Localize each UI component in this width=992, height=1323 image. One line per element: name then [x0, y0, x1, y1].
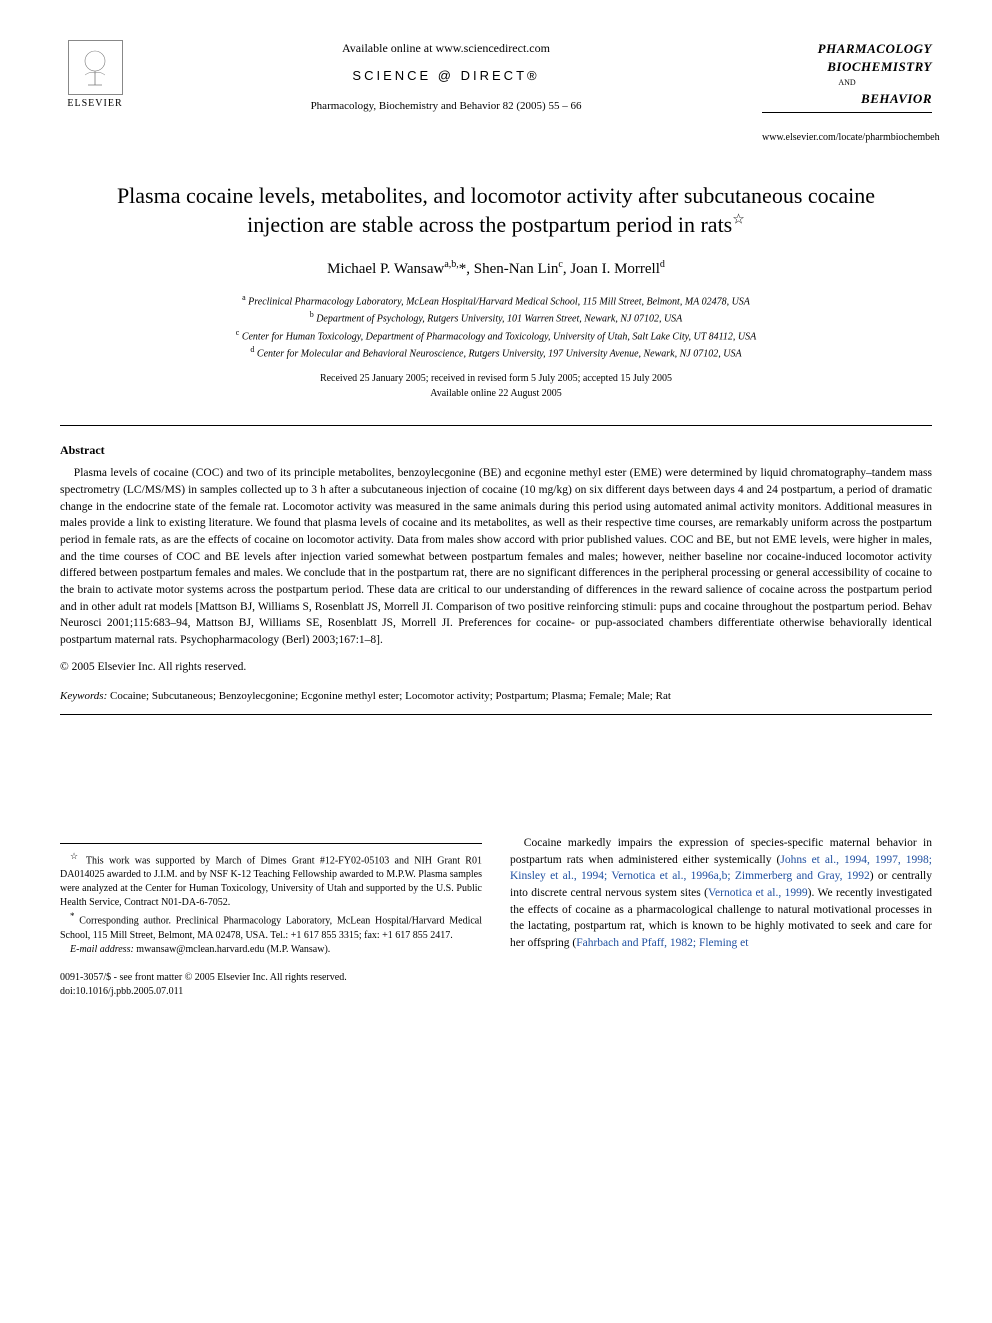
available-online-text: Available online at www.sciencedirect.co…	[130, 40, 762, 57]
affiliation-d: d Center for Molecular and Behavioral Ne…	[60, 344, 932, 361]
doi-line: doi:10.1016/j.pbb.2005.07.011	[60, 985, 482, 999]
journal-name-line3: AND	[762, 77, 932, 88]
affiliation-a: a Preclinical Pharmacology Laboratory, M…	[60, 292, 932, 309]
citation-link-2[interactable]: Vernotica et al., 1999	[708, 887, 808, 899]
author-3: , Joan I. Morrell	[563, 261, 660, 277]
footnote-corresponding: * Corresponding author. Preclinical Phar…	[60, 910, 482, 942]
left-column: ☆ This work was supported by March of Di…	[60, 835, 482, 999]
footer-front-matter: 0091-3057/$ - see front matter © 2005 El…	[60, 971, 482, 999]
affiliation-c: c Center for Human Toxicology, Departmen…	[60, 327, 932, 344]
header-center: Available online at www.sciencedirect.co…	[130, 40, 762, 114]
author-2: , Shen-Nan Lin	[466, 261, 558, 277]
journal-logo: PHARMACOLOGY BIOCHEMISTRY AND BEHAVIOR w…	[762, 40, 932, 145]
title-footnote-marker: ☆	[732, 213, 745, 228]
author-1: Michael P. Wansaw	[327, 261, 444, 277]
author-3-affil: d	[660, 259, 665, 270]
page-header: ELSEVIER Available online at www.science…	[60, 40, 932, 145]
article-dates: Received 25 January 2005; received in re…	[60, 371, 932, 401]
abstract-body: Plasma levels of cocaine (COC) and two o…	[60, 465, 932, 648]
elsevier-tree-icon	[68, 40, 123, 95]
journal-reference: Pharmacology, Biochemistry and Behavior …	[130, 99, 762, 114]
journal-url: www.elsevier.com/locate/pharmbiochembeh	[762, 131, 932, 145]
footnote-funding: ☆ This work was supported by March of Di…	[60, 850, 482, 910]
abstract-heading: Abstract	[60, 442, 932, 459]
intro-paragraph: Cocaine markedly impairs the expression …	[510, 835, 932, 952]
author-1-affil: a,b,	[444, 259, 458, 270]
article-title: Plasma cocaine levels, metabolites, and …	[100, 181, 892, 240]
authors: Michael P. Wansawa,b,*, Shen-Nan Linc, J…	[60, 258, 932, 280]
affiliation-b: b Department of Psychology, Rutgers Univ…	[60, 309, 932, 326]
title-text: Plasma cocaine levels, metabolites, and …	[117, 183, 875, 238]
body-columns: ☆ This work was supported by March of Di…	[60, 835, 932, 999]
sciencedirect-logo: SCIENCE @ DIRECT®	[130, 67, 762, 85]
available-online-date: Available online 22 August 2005	[60, 386, 932, 401]
abstract-copyright: © 2005 Elsevier Inc. All rights reserved…	[60, 659, 932, 675]
journal-name-line1: PHARMACOLOGY	[762, 40, 932, 58]
citation-link-3[interactable]: Fahrbach and Pfaff, 1982; Fleming et	[576, 937, 748, 949]
journal-name-line4: BEHAVIOR	[762, 90, 932, 108]
affiliations: a Preclinical Pharmacology Laboratory, M…	[60, 292, 932, 361]
elsevier-logo: ELSEVIER	[60, 40, 130, 111]
corresponding-marker-fn: *	[70, 911, 75, 921]
rule-below-keywords	[60, 714, 932, 715]
footnotes: ☆ This work was supported by March of Di…	[60, 843, 482, 957]
received-dates: Received 25 January 2005; received in re…	[60, 371, 932, 386]
footnote-email: E-mail address: mwansaw@mclean.harvard.e…	[60, 943, 482, 957]
front-matter-line: 0091-3057/$ - see front matter © 2005 El…	[60, 971, 482, 985]
rule-above-abstract	[60, 425, 932, 426]
keywords-list: Cocaine; Subcutaneous; Benzoylecgonine; …	[110, 690, 671, 702]
email-label: E-mail address:	[70, 944, 134, 955]
journal-name-line2: BIOCHEMISTRY	[762, 58, 932, 76]
right-column: Cocaine markedly impairs the expression …	[510, 835, 932, 999]
keywords-label: Keywords:	[60, 690, 107, 702]
elsevier-text: ELSEVIER	[67, 97, 122, 111]
email-address: mwansaw@mclean.harvard.edu (M.P. Wansaw)…	[136, 944, 330, 955]
funding-marker: ☆	[70, 851, 81, 861]
keywords: Keywords: Cocaine; Subcutaneous; Benzoyl…	[60, 689, 932, 704]
